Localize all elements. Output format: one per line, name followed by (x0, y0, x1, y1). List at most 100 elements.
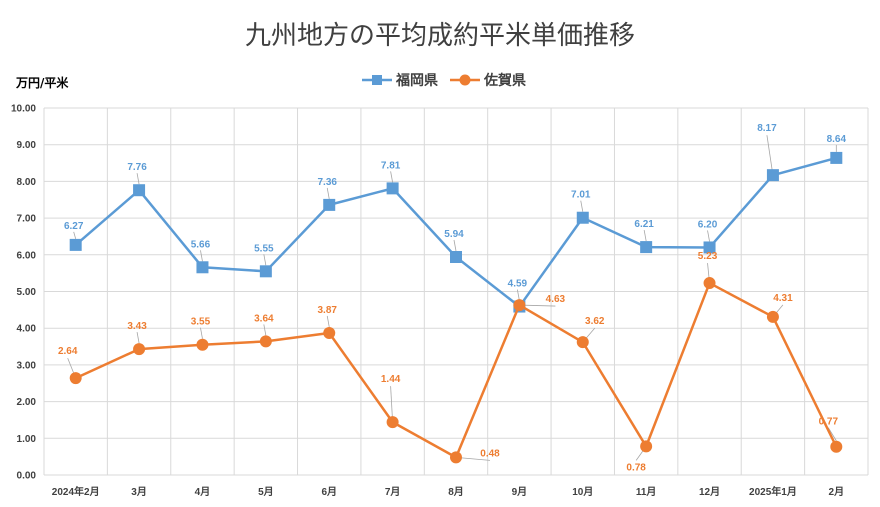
x-tick-label: 2024年2月 (52, 485, 100, 498)
data-label: 6.20 (698, 219, 718, 230)
data-label: 0.48 (480, 448, 500, 459)
data-label-leader (766, 135, 774, 176)
data-labels: 6.27 7.76 5.66 5.55 7.36 7.81 5.94 4.59 7.01 6.21… (58, 123, 847, 473)
y-tick-label: 2.00 (17, 397, 37, 408)
data-point-circle (323, 326, 336, 339)
data-label: 7.36 (317, 177, 337, 188)
data-label: 8.17 (757, 123, 777, 134)
x-axis-ticks: 2024年2月 3月 4月 5月 6月 7月 8月 9月 10月 11月 12月 2025年1月 2月 (52, 485, 844, 498)
data-label: 4.31 (773, 293, 793, 304)
data-label: 4.63 (546, 294, 566, 305)
data-label: 7.01 (571, 190, 591, 201)
y-tick-label: 0.00 (17, 471, 37, 482)
data-point-circle (450, 451, 462, 464)
x-tick-label: 7月 (385, 486, 401, 498)
y-tick-label: 7.00 (17, 214, 37, 225)
data-label-leader (516, 289, 520, 301)
data-label-leader (580, 200, 584, 212)
y-tick-label: 8.00 (17, 177, 37, 188)
data-label: 3.87 (317, 305, 337, 316)
data-label: 8.64 (827, 134, 847, 145)
data-label: 2.64 (58, 346, 78, 357)
data-label: 4.59 (508, 279, 528, 290)
data-label: 6.21 (634, 219, 654, 230)
data-point-square (133, 184, 146, 197)
y-tick-label: 1.00 (17, 434, 37, 445)
data-label: 3.64 (254, 313, 274, 324)
data-label-leader (326, 315, 330, 328)
data-label-leader (390, 386, 394, 423)
y-tick-label: 10.00 (11, 104, 36, 115)
y-tick-label: 4.00 (17, 324, 37, 335)
data-label-leaders (67, 135, 837, 461)
data-point-circle (830, 440, 843, 453)
data-label: 3.62 (585, 316, 605, 327)
y-tick-label: 9.00 (17, 140, 37, 151)
x-tick-label: 2025年1月 (749, 485, 797, 498)
data-point-circle (513, 299, 526, 312)
data-point-square (766, 169, 779, 182)
x-tick-label: 10月 (572, 486, 593, 498)
data-point-square (640, 241, 653, 254)
x-tick-label: 9月 (512, 486, 528, 498)
x-tick-label: 2月 (829, 486, 845, 498)
x-tick-label: 4月 (195, 486, 211, 498)
data-point-square (259, 265, 272, 278)
data-point-square (196, 261, 209, 274)
data-label-leader (643, 230, 647, 242)
legend: 福岡県 佐賀県 (362, 72, 526, 89)
data-point-circle (196, 338, 209, 351)
x-tick-label: 5月 (258, 486, 274, 498)
data-point-square (703, 241, 716, 254)
data-label-leader (136, 332, 140, 344)
data-point-circle (386, 416, 399, 429)
data-point-circle (703, 277, 716, 290)
data-point-circle (640, 440, 653, 453)
y-tick-label: 5.00 (17, 287, 37, 298)
data-label-leader (707, 230, 710, 242)
y-tick-label: 3.00 (17, 360, 37, 371)
x-tick-label: 8月 (448, 486, 464, 498)
data-point-square (576, 211, 589, 224)
data-label-leader (200, 250, 203, 262)
y-tick-label: 6.00 (17, 250, 37, 261)
data-label: 0.77 (819, 417, 839, 428)
data-label: 0.78 (626, 462, 646, 473)
data-label-leader (390, 171, 394, 183)
y-axis-unit-label: 万円/平米 (15, 75, 69, 90)
x-tick-label: 12月 (699, 486, 720, 498)
gridlines (43, 107, 869, 476)
data-point-circle (69, 372, 82, 385)
y-axis-ticks: 0.00 1.00 2.00 3.00 4.00 5.00 6.00 7.00 8.00 9.00… (11, 104, 36, 482)
data-label: 1.44 (381, 374, 401, 385)
data-label-leader (827, 427, 837, 441)
legend-label: 佐賀県 (483, 72, 526, 89)
data-point-circle (259, 335, 272, 348)
data-label-leader (200, 327, 203, 339)
data-point-square (323, 198, 336, 211)
data-point-square (386, 182, 399, 195)
chart-title: 九州地方の平均成約平米単価推移 (245, 21, 635, 51)
data-label: 3.43 (127, 321, 147, 332)
legend-square-marker (372, 75, 382, 85)
data-label-leader (326, 187, 330, 199)
data-label-leader (73, 231, 77, 240)
legend-label: 福岡県 (395, 72, 438, 89)
data-point-circle (576, 336, 589, 349)
x-tick-label: 11月 (636, 486, 657, 498)
data-point-circle (133, 343, 146, 356)
data-label-leader (263, 254, 267, 266)
data-label-leader (136, 173, 140, 185)
data-label: 7.76 (127, 162, 147, 173)
data-label: 6.27 (64, 221, 84, 232)
x-tick-label: 6月 (321, 486, 337, 498)
data-label: 3.55 (191, 317, 211, 328)
data-label-leader (263, 324, 267, 336)
legend-circle-marker (459, 74, 471, 86)
data-point-square (450, 251, 462, 264)
data-point-square (830, 151, 843, 164)
data-label: 5.94 (444, 229, 464, 240)
data-label: 5.66 (191, 239, 211, 250)
data-point-circle (766, 310, 779, 323)
